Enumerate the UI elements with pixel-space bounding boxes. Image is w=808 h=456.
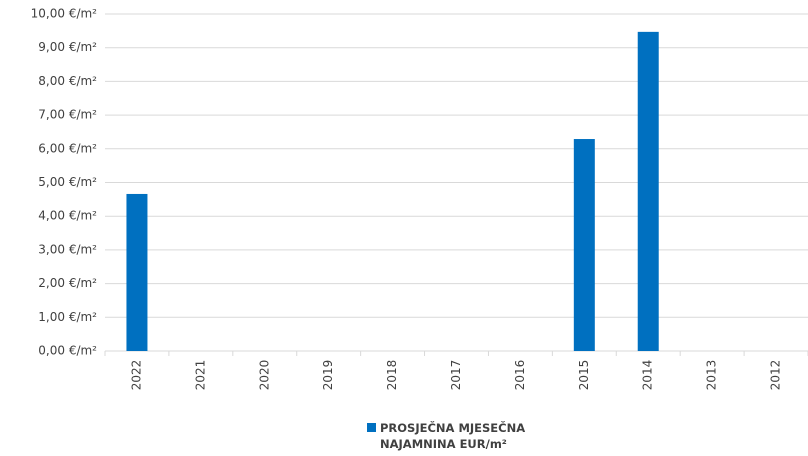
- y-tick-label: 0,00 €/m²: [38, 344, 97, 358]
- x-tick-label: 2019: [321, 360, 335, 391]
- legend: PROSJEČNA MJESEČNA NAJAMNINA EUR/m²: [367, 420, 540, 452]
- y-tick-label: 9,00 €/m²: [38, 40, 97, 54]
- x-tick-label: 2017: [449, 360, 463, 391]
- legend-label: PROSJEČNA MJESEČNA NAJAMNINA EUR/m²: [380, 421, 526, 451]
- y-tick-label: 2,00 €/m²: [38, 276, 97, 290]
- bar: [126, 193, 148, 351]
- x-tick-label: 2016: [513, 360, 527, 391]
- x-tick-label: 2015: [577, 360, 591, 391]
- x-tick-label: 2014: [641, 360, 655, 391]
- y-tick-label: 1,00 €/m²: [38, 310, 97, 324]
- y-tick-label: 8,00 €/m²: [38, 74, 97, 88]
- y-tick-label: 4,00 €/m²: [38, 209, 97, 223]
- y-tick-label: 6,00 €/m²: [38, 141, 97, 155]
- x-tick-label: 2012: [769, 360, 783, 391]
- x-tick-label: 2013: [705, 360, 719, 391]
- bar: [573, 139, 595, 351]
- y-tick-label: 7,00 €/m²: [38, 108, 97, 122]
- x-tick-label: 2021: [193, 360, 207, 391]
- bar: [637, 31, 659, 352]
- x-tick-label: 2022: [129, 360, 143, 391]
- x-tick-label: 2020: [257, 360, 271, 391]
- y-tick-label: 10,00 €/m²: [31, 7, 98, 21]
- x-tick-label: 2018: [385, 360, 399, 391]
- y-tick-label: 5,00 €/m²: [38, 175, 97, 189]
- legend-swatch: [367, 423, 376, 432]
- y-tick-label: 3,00 €/m²: [38, 242, 97, 256]
